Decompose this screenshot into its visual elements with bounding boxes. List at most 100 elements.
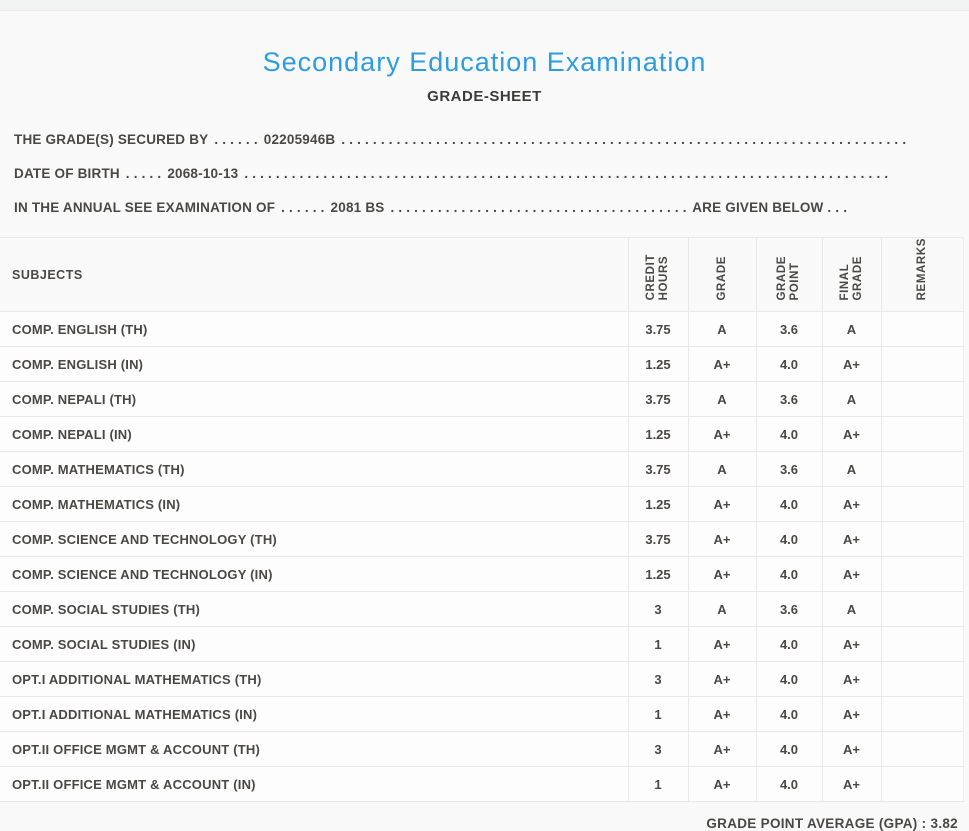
dot-leader: . . . . . . . . . . . . . . . . . . . . … <box>390 200 687 215</box>
candidate-info: THE GRADE(S) SECURED BY . . . . . . 0220… <box>0 123 969 225</box>
grade-cell: A <box>687 591 756 628</box>
remarks-cell <box>880 661 963 698</box>
dot-leader: . . . . . <box>125 166 162 181</box>
symbol-number-value: 02205946B <box>263 132 336 147</box>
table-row: COMP. SCIENCE AND TECHNOLOGY (IN) 1.25 A… <box>0 556 963 593</box>
table-row: COMP. SCIENCE AND TECHNOLOGY (TH) 3.75 A… <box>0 521 963 558</box>
dot-leader: . . . . . . <box>214 132 258 147</box>
grade-point-cell: 3.6 <box>755 591 822 628</box>
credit-hours-cell: 3.75 <box>627 521 688 558</box>
remarks-cell <box>880 696 963 733</box>
grade-point-cell: 4.0 <box>755 766 822 803</box>
gpa-label: GRADE POINT AVERAGE (GPA) : <box>706 816 927 831</box>
page-title: Secondary Education Examination <box>262 47 707 77</box>
remarks-cell <box>880 381 963 418</box>
table-row: COMP. NEPALI (TH) 3.75 A 3.6 A <box>0 381 963 418</box>
grade-point-cell: 4.0 <box>755 521 822 558</box>
table-row: COMP. SOCIAL STUDIES (TH) 3 A 3.6 A <box>0 591 963 628</box>
info-label: THE GRADE(S) SECURED BY <box>14 132 209 147</box>
table-row: COMP. NEPALI (IN) 1.25 A+ 4.0 A+ <box>0 416 963 453</box>
table-row: COMP. ENGLISH (IN) 1.25 A+ 4.0 A+ <box>0 346 963 383</box>
table-row: COMP. MATHEMATICS (IN) 1.25 A+ 4.0 A+ <box>0 486 963 523</box>
info-line-date-of-birth: DATE OF BIRTH . . . . . 2068-10-13 . . .… <box>14 157 955 191</box>
grade-table-body: COMP. ENGLISH (TH) 3.75 A 3.6 A COMP. EN… <box>0 311 963 803</box>
subject-cell: COMP. SOCIAL STUDIES (IN) <box>0 626 628 663</box>
remarks-cell <box>880 521 963 558</box>
dot-leader: . . . . . . . . . . . . . . . . . . . . … <box>341 132 907 147</box>
final-grade-cell: A+ <box>821 626 881 663</box>
subject-cell: COMP. SCIENCE AND TECHNOLOGY (IN) <box>0 556 628 593</box>
subject-cell: OPT.I ADDITIONAL MATHEMATICS (IN) <box>0 696 628 733</box>
table-row: OPT.II OFFICE MGMT & ACCOUNT (TH) 3 A+ 4… <box>0 731 963 768</box>
table-header-row: SUBJECTS CREDIT HOURS GRADE GRADE POINT … <box>0 237 963 313</box>
col-header-credit-hours: CREDIT HOURS <box>627 237 688 313</box>
gpa-summary: GRADE POINT AVERAGE (GPA) : 3.82 <box>0 816 958 831</box>
info-suffix: ARE GIVEN BELOW . . . <box>692 200 848 215</box>
credit-hours-cell: 1.25 <box>627 556 688 593</box>
subject-cell: COMP. ENGLISH (TH) <box>0 311 628 348</box>
final-grade-cell: A <box>821 311 881 348</box>
final-grade-cell: A+ <box>821 346 881 383</box>
grade-cell: A+ <box>687 521 756 558</box>
remarks-cell <box>880 451 963 488</box>
sheet-subtitle: GRADE-SHEET <box>427 88 542 105</box>
gpa-value: 3.82 <box>930 816 958 831</box>
grade-point-cell: 4.0 <box>755 346 822 383</box>
subject-cell: OPT.I ADDITIONAL MATHEMATICS (TH) <box>0 661 628 698</box>
table-row: COMP. SOCIAL STUDIES (IN) 1 A+ 4.0 A+ <box>0 626 963 663</box>
remarks-cell <box>880 731 963 768</box>
grade-table: SUBJECTS CREDIT HOURS GRADE GRADE POINT … <box>0 237 964 803</box>
grade-point-cell: 4.0 <box>755 731 822 768</box>
col-header-subjects: SUBJECTS <box>0 237 628 313</box>
final-grade-cell: A+ <box>821 731 881 768</box>
table-row: OPT.I ADDITIONAL MATHEMATICS (TH) 3 A+ 4… <box>0 661 963 698</box>
final-grade-cell: A <box>821 591 881 628</box>
final-grade-cell: A <box>821 451 881 488</box>
credit-hours-cell: 3.75 <box>627 311 688 348</box>
table-row: COMP. MATHEMATICS (TH) 3.75 A 3.6 A <box>0 451 963 488</box>
grade-point-cell: 4.0 <box>755 626 822 663</box>
info-label: IN THE ANNUAL SEE EXAMINATION OF <box>14 200 276 215</box>
table-row: OPT.II OFFICE MGMT & ACCOUNT (IN) 1 A+ 4… <box>0 766 963 803</box>
grade-cell: A <box>687 311 756 348</box>
subject-cell: COMP. SCIENCE AND TECHNOLOGY (TH) <box>0 521 628 558</box>
grade-point-cell: 4.0 <box>755 486 822 523</box>
final-grade-cell: A+ <box>821 416 881 453</box>
table-row: COMP. ENGLISH (TH) 3.75 A 3.6 A <box>0 311 963 348</box>
grade-cell: A+ <box>687 661 756 698</box>
grade-point-cell: 3.6 <box>755 451 822 488</box>
info-line-exam-year: IN THE ANNUAL SEE EXAMINATION OF . . . .… <box>14 191 955 225</box>
credit-hours-cell: 3 <box>627 591 688 628</box>
remarks-cell <box>880 346 963 383</box>
remarks-cell <box>880 591 963 628</box>
remarks-cell <box>880 486 963 523</box>
remarks-cell <box>880 311 963 348</box>
top-divider <box>0 0 969 11</box>
subject-cell: COMP. ENGLISH (IN) <box>0 346 628 383</box>
subject-cell: COMP. MATHEMATICS (IN) <box>0 486 628 523</box>
grade-cell: A+ <box>687 556 756 593</box>
final-grade-cell: A+ <box>821 661 881 698</box>
credit-hours-cell: 3 <box>627 731 688 768</box>
grade-point-cell: 3.6 <box>755 311 822 348</box>
grade-cell: A <box>687 381 756 418</box>
grade-cell: A+ <box>687 486 756 523</box>
remarks-cell <box>880 626 963 663</box>
subject-cell: COMP. MATHEMATICS (TH) <box>0 451 628 488</box>
final-grade-cell: A <box>821 381 881 418</box>
credit-hours-cell: 1 <box>627 766 688 803</box>
grade-cell: A+ <box>687 731 756 768</box>
remarks-cell <box>880 416 963 453</box>
final-grade-cell: A+ <box>821 521 881 558</box>
info-label: DATE OF BIRTH <box>14 166 120 181</box>
grade-point-cell: 4.0 <box>755 556 822 593</box>
grade-cell: A+ <box>687 346 756 383</box>
credit-hours-cell: 1.25 <box>627 486 688 523</box>
final-grade-cell: A+ <box>821 766 881 803</box>
subject-cell: OPT.II OFFICE MGMT & ACCOUNT (TH) <box>0 731 628 768</box>
subject-cell: COMP. NEPALI (IN) <box>0 416 628 453</box>
credit-hours-cell: 1 <box>627 626 688 663</box>
subject-cell: OPT.II OFFICE MGMT & ACCOUNT (IN) <box>0 766 628 803</box>
grade-cell: A+ <box>687 416 756 453</box>
grade-cell: A+ <box>687 696 756 733</box>
